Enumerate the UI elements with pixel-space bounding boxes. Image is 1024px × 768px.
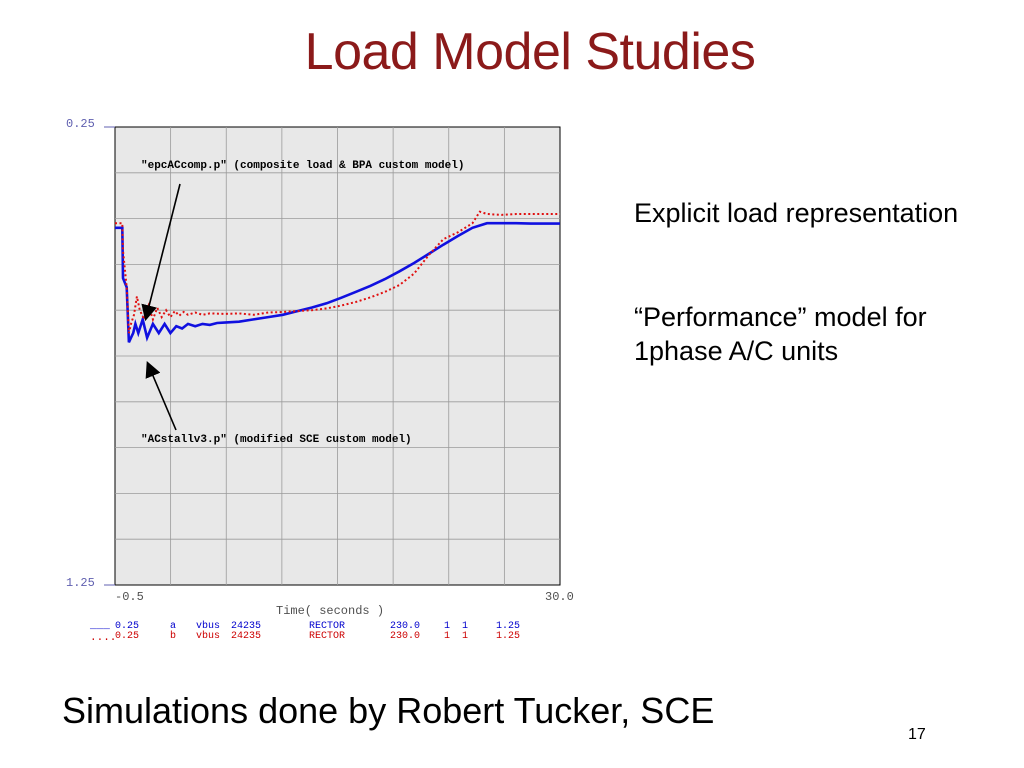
series-line-a: [115, 221, 560, 343]
arrow-composite: [141, 183, 181, 322]
bullet-explicit-load: Explicit load representation: [634, 198, 959, 228]
slide-title: Load Model Studies: [304, 23, 756, 81]
legend-field: 24235: [231, 621, 261, 632]
legend-field: vbus: [196, 620, 220, 632]
legend-field: 230.0: [390, 621, 420, 632]
y-tick-bottom: 1.25: [66, 576, 95, 590]
legend-field: 24235: [231, 631, 261, 642]
legend-field: b: [170, 630, 176, 642]
legend-field: RECTOR: [309, 631, 345, 642]
legend-field: RECTOR: [309, 621, 345, 632]
legend-field: 1: [462, 631, 468, 642]
series-line-b: [115, 210, 560, 334]
legend: 0.25 a vbus 24235 RECTOR 230.0 1 1 1.250.25 b vbus…: [115, 620, 520, 642]
legend-field: 1: [444, 621, 450, 632]
legend-field: 1.25: [496, 621, 520, 632]
legend-field: a: [170, 621, 176, 632]
legend-field: 230.0: [390, 631, 420, 642]
legend-marker-b: ....: [90, 632, 116, 644]
x-tick-left: -0.5: [115, 590, 144, 604]
annotation-acstall: "ACstallv3.p" (modified SCE custom model…: [141, 434, 412, 446]
x-axis-label: Time( seconds ): [276, 604, 384, 618]
x-tick-right: 30.0: [545, 590, 574, 604]
bullet-performance-model: “Performance” model for 1phase A/C units: [634, 302, 927, 366]
arrow-acstall: [145, 361, 177, 431]
series-group: [115, 210, 560, 343]
annotation-composite: "epcACcomp.p" (composite load & BPA cust…: [141, 160, 464, 172]
footer-credit: Simulations done by Robert Tucker, SCE: [62, 690, 715, 731]
legend-field: 1.25: [496, 631, 520, 642]
legend-field: 1: [462, 621, 468, 632]
legend-field: vbus: [196, 630, 220, 642]
page-number: 17: [908, 726, 926, 743]
y-tick-top: 0.25: [66, 117, 95, 131]
grid: [104, 126, 560, 586]
legend-field: 0.25: [115, 621, 139, 632]
legend-marker-a: ___: [89, 620, 110, 632]
legend-field: 0.25: [115, 631, 139, 642]
legend-field: 1: [444, 631, 450, 642]
